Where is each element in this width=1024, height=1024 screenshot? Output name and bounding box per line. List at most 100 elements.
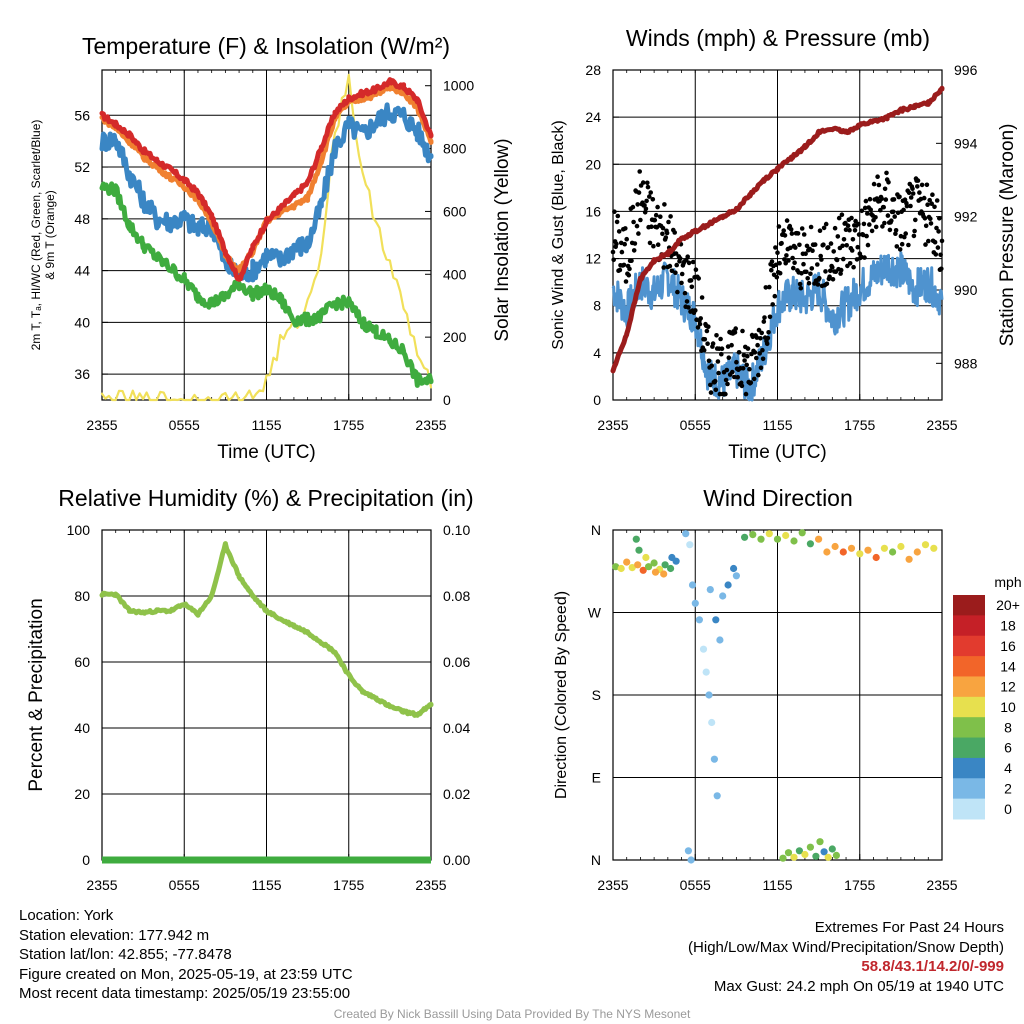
winds-gust-point [626,272,632,278]
winds-gust-point [923,223,929,229]
winds-gust-point [825,245,831,250]
winds-gust-point [648,190,653,195]
winds-gust-point [830,277,836,282]
winds-gust-point [736,350,742,355]
winds-gust-point [772,293,778,299]
winds-gust-point [762,315,767,320]
winds-gust-point [830,265,835,270]
colorbar-label: 18 [1000,618,1016,634]
wind-direction-point [784,849,793,857]
colorbar-label: 10 [1000,699,1016,715]
winds-gust-point [856,232,862,237]
winds-gust-point [610,249,616,255]
humidity-ytick-right-label: 0.02 [443,786,470,802]
winds-gust-point [709,363,714,369]
humidity-ytick-left-label: 80 [74,588,90,604]
winds-gust-point [871,181,877,187]
wind-direction-point [847,544,856,552]
winds-gust-point [869,228,875,234]
colorbar-swatch [953,656,985,677]
winds-gust-point [652,217,658,223]
wind-direction-points [612,529,938,864]
winds-gust-point [634,223,640,229]
wind-direction-ytick-left-label: S [592,687,601,703]
winds-gust-point [880,224,885,229]
winds-gust-point [928,216,933,221]
winds-gust-point [679,271,685,277]
winds-gust-point [938,252,943,258]
colorbar-label: 0 [1004,801,1012,817]
winds-gust-point [662,202,667,207]
temperature-ytick-left-label: 44 [74,263,90,279]
wind-direction-point [839,548,847,556]
winds-ytick-right-label: 992 [954,209,978,225]
wind-direction-point [612,563,620,571]
winds-gust-point [710,341,716,346]
winds-gust-point [885,213,891,218]
winds-gust-point [760,347,765,353]
colorbar-label: 12 [1000,679,1016,695]
winds-gust-point [873,215,878,220]
winds-gust-point [861,221,867,227]
humidity-series-rh [99,541,434,718]
winds-gust-point [623,279,629,284]
wind-direction-title: Wind Direction [703,485,853,511]
winds-gust-point [621,262,627,268]
winds-gust-point [873,224,879,230]
winds-gust-point [849,215,854,221]
winds-gust-point [685,254,690,259]
winds-gust-point [673,251,679,256]
winds-gust-point [686,260,692,266]
winds-gust-point [767,314,773,320]
winds-gust-point [729,342,734,348]
winds-gust-point [791,265,796,271]
winds-gust-point [716,370,721,376]
wind-direction-point [682,530,690,538]
winds-gust-point [645,180,650,186]
winds-gust-point [932,239,938,245]
wind-direction-point [897,542,905,551]
wind-direction-point [632,535,640,543]
winds-gust-point [660,225,666,231]
winds-gust-point [733,326,738,331]
winds-ylabel-left-text: Sonic Wind & Gust (Blue, Black) [550,120,567,349]
winds-ytick-left-label: 20 [585,156,601,172]
winds-gust-point [902,197,908,202]
winds-gust-point [752,350,758,355]
winds-gust-point [714,333,719,338]
winds-gust-point [701,348,707,353]
winds-gust-point [702,337,708,342]
winds-gust-point [784,218,790,223]
winds-gust-point [817,275,822,281]
winds-gust-point [740,328,745,334]
winds-gust-point [821,225,827,231]
winds-gust-point [761,319,767,324]
winds-gust-point [695,325,701,330]
winds-gust-point [697,321,703,327]
winds-gust-point [803,251,808,256]
winds-gust-point [725,344,731,349]
winds-gust-point [929,201,934,206]
winds-gust-point [838,271,843,276]
wind-direction-point [724,581,732,589]
winds-gust-point [939,266,944,272]
wind-direction-ytick-left-label: N [591,522,601,538]
winds-gust-point [891,197,897,202]
winds-gust-point [704,328,710,334]
temperature-title: Temperature (F) & Insolation (W/m²) [82,33,450,59]
wind-direction-point [832,851,841,860]
wind-direction-point [708,718,716,727]
extremes-values: 58.8/43.1/14.2/0/-999 [861,958,1004,975]
winds-ytick-left-label: 24 [585,109,601,125]
winds-gust-point [618,240,624,246]
colorbar-label: 2 [1004,780,1012,796]
winds-gust-point [614,219,620,225]
winds-gust-point [669,268,675,274]
wind-direction-point [634,561,642,569]
winds-gust-point [765,335,771,341]
winds-gust-point [773,245,778,250]
winds-gust-point [893,228,899,233]
wind-direction-point [913,548,921,556]
winds-gust-point [849,248,855,253]
